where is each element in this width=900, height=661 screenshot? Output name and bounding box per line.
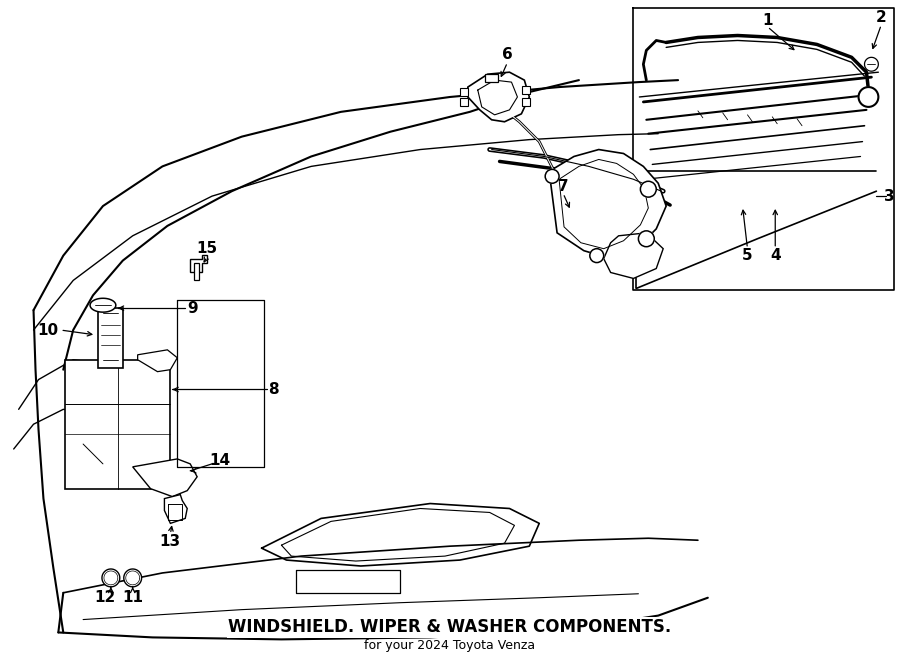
Polygon shape [522,86,530,94]
Polygon shape [132,459,197,496]
Polygon shape [126,571,140,585]
Text: for your 2024 Toyota Venza: for your 2024 Toyota Venza [364,639,536,652]
Text: 5: 5 [742,248,752,263]
Polygon shape [190,254,207,272]
Polygon shape [165,494,187,524]
Polygon shape [66,360,170,488]
Text: 7: 7 [558,178,569,194]
Text: 13: 13 [160,533,181,549]
Text: 6: 6 [502,47,513,62]
Polygon shape [124,569,141,587]
Polygon shape [865,58,878,71]
Polygon shape [138,350,177,371]
Text: WINDSHIELD. WIPER & WASHER COMPONENTS.: WINDSHIELD. WIPER & WASHER COMPONENTS. [229,619,671,637]
Polygon shape [90,298,116,312]
Text: 1: 1 [762,13,772,28]
Circle shape [590,249,604,262]
Polygon shape [194,262,199,280]
Text: 8: 8 [268,382,279,397]
Polygon shape [485,74,498,82]
Circle shape [859,87,878,107]
Circle shape [641,181,656,197]
Polygon shape [468,72,529,122]
Polygon shape [604,233,663,278]
Polygon shape [102,569,120,587]
Circle shape [638,231,654,247]
Text: 14: 14 [210,453,230,469]
Text: 15: 15 [196,241,218,256]
Polygon shape [522,98,530,106]
Polygon shape [549,149,666,258]
Polygon shape [460,98,468,106]
Text: 3: 3 [884,188,895,204]
Text: 10: 10 [37,323,58,338]
Circle shape [545,169,559,183]
Text: 11: 11 [122,590,143,605]
Polygon shape [104,571,118,585]
Text: 2: 2 [876,10,886,25]
Text: 4: 4 [770,248,780,263]
Polygon shape [98,308,122,368]
Text: 12: 12 [94,590,115,605]
Text: 9: 9 [187,301,197,316]
Polygon shape [460,88,468,96]
